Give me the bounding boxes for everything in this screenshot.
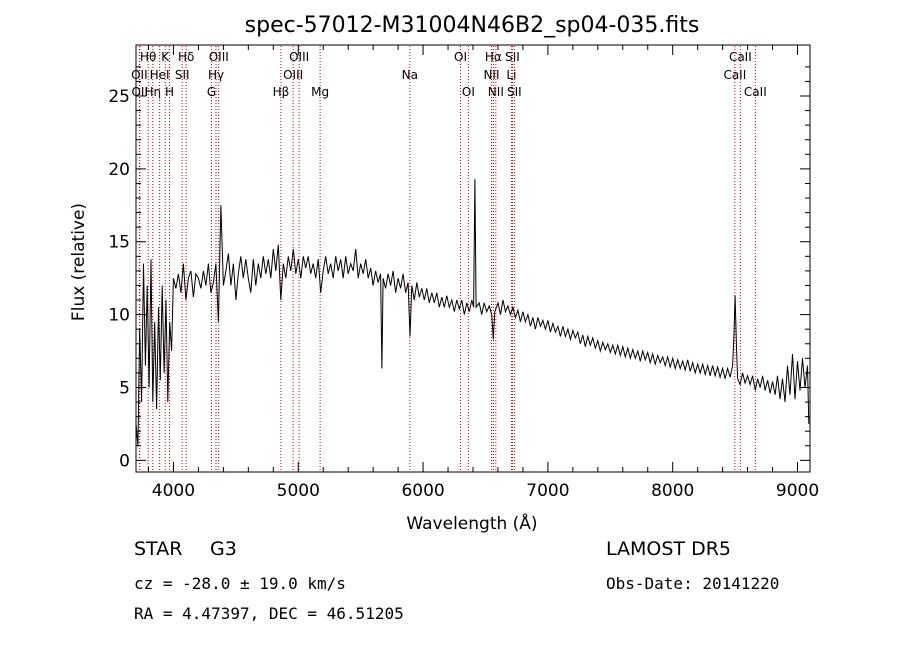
spectral-line-label: G [207, 85, 216, 99]
obs-date: Obs-Date: 20141220 [606, 574, 780, 593]
x-axis-label: Wavelength (Å) [406, 512, 537, 534]
spectral-line-label: HeI [150, 68, 170, 82]
x-tick-label: 7000 [526, 481, 569, 501]
spectral-line-label: CaII [723, 68, 746, 82]
spectral-line-label: Hθ [140, 50, 156, 64]
y-axis-label: Flux (relative) [69, 203, 89, 321]
spectral-line-label: OI [454, 50, 467, 64]
x-tick-label: 8000 [651, 481, 694, 501]
spectral-line-label: OII [131, 68, 148, 82]
chart-title: spec-57012-M31004N46B2_sp04-035.fits [245, 13, 700, 38]
spectral-line-label: SII [505, 50, 520, 64]
y-tick-label: 20 [108, 160, 130, 180]
y-tick-label: 0 [119, 451, 130, 471]
plot-area [135, 179, 810, 446]
spectral-line-label: OIII [209, 50, 229, 64]
y-tick-label: 5 [119, 378, 130, 398]
spectral-line-label: Hα [485, 50, 502, 64]
spectral-line-label: OIII [289, 50, 309, 64]
spectral-line-markers: HθOIIOIIHηHeIKHSIIHδGHγOIIIHβOIIIOIIIMgN… [131, 46, 767, 471]
spectrum-series-line [135, 179, 810, 446]
spectral-line-label: OIII [283, 68, 303, 82]
spectral-line-label: H [165, 85, 174, 99]
y-tick-label: 25 [108, 87, 130, 107]
x-tick-label: 9000 [776, 481, 819, 501]
y-tick-label: 10 [108, 306, 130, 326]
object-class: STAR [134, 538, 183, 560]
plot-frame [135, 44, 811, 473]
axis-ticks: 4000 5000 6000 7000 8000 9000 0 5 10 15 20 25 [108, 45, 819, 501]
spectral-line-label: NII [483, 68, 499, 82]
spectral-line-label: NII [488, 85, 504, 99]
x-tick-label: 4000 [152, 481, 195, 501]
spectral-line-label: Na [402, 68, 418, 82]
redshift-line: cz = -28.0 ± 19.0 km/s [134, 574, 346, 593]
spectral-line-label: Li [506, 68, 516, 82]
spectral-line-label: Hβ [273, 85, 290, 99]
coordinates: RA = 4.47397, DEC = 46.51205 [134, 604, 404, 623]
y-tick-label: 15 [108, 233, 130, 253]
x-tick-label: 5000 [277, 481, 320, 501]
spectral-line-label: OI [462, 85, 475, 99]
spectral-line-label: CaII [729, 50, 752, 64]
survey-label: LAMOST DR5 [606, 538, 731, 560]
spectral-line-label: SII [175, 68, 190, 82]
spectral-line-label: Hγ [208, 68, 224, 82]
spectral-line-label: Mg [311, 85, 329, 99]
spectral-line-label: SII [507, 85, 522, 99]
spectral-line-label: K [161, 50, 170, 64]
object-subclass: G3 [210, 538, 237, 560]
spectral-line-label: Hδ [178, 50, 194, 64]
spectral-line-label: Hη [145, 85, 162, 99]
spectral-line-label: CaII [744, 85, 767, 99]
x-tick-label: 6000 [401, 481, 444, 501]
